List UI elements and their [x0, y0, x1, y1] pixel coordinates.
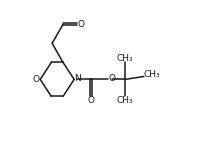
Text: O: O — [32, 75, 39, 84]
Text: N: N — [74, 74, 81, 83]
Text: CH₃: CH₃ — [117, 96, 133, 105]
Text: O: O — [78, 20, 84, 29]
Text: O: O — [87, 96, 95, 105]
Text: CH₃: CH₃ — [117, 54, 133, 63]
Text: CH₃: CH₃ — [143, 70, 160, 80]
Text: O: O — [108, 74, 115, 83]
